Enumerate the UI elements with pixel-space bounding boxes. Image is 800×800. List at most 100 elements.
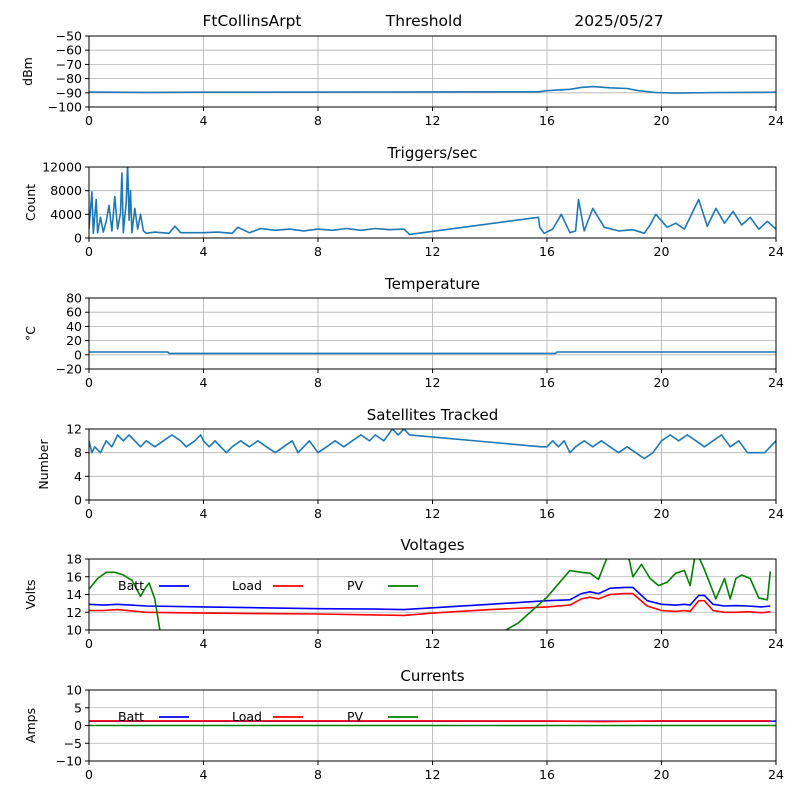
chart-triggers: 0 4 8 12 16 20 24 0 4000 8000 12000 Triggers/sec Cou… [23,144,784,259]
x-tick-label: 4 [200,244,208,259]
x-tick-label: 0 [85,636,93,651]
y-tick-label: 80 [66,291,82,306]
series-line-load [89,592,771,617]
chart-title: Satellites Tracked [367,406,498,424]
y-axis-label: dBm [20,57,35,86]
chart-satellites: 0 4 8 12 16 20 24 0 4 8 12 Satellites Tracked Number [36,406,784,521]
y-axis-label: Count [23,184,38,221]
x-tick-label: 12 [425,244,441,259]
x-tick-label: 24 [768,767,784,782]
x-tick-label: 20 [654,375,670,390]
y-tick-label: 8 [74,445,82,460]
x-tick-label: 0 [85,375,93,390]
x-tick-label: 24 [768,244,784,259]
x-tick-label: 4 [200,767,208,782]
y-tick-label: 40 [66,319,82,334]
y-tick-label: −80 [56,71,82,86]
legend-label-load: Load [232,709,262,724]
y-axis-label: Number [36,439,51,490]
series-line-load [89,720,771,723]
legend-label-load: Load [232,578,262,593]
x-tick-label: 12 [425,767,441,782]
y-tick-label: 0 [74,347,82,362]
mode-label: Threshold [385,12,462,30]
x-tick-label: 4 [200,636,208,651]
x-tick-label: 20 [654,506,670,521]
x-tick-label: 8 [314,113,322,128]
y-tick-label: 10 [66,683,82,698]
series-line-batt [89,586,771,611]
x-tick-label: 12 [425,375,441,390]
chart-title: Voltages [400,536,464,554]
x-tick-label: 8 [314,767,322,782]
x-tick-label: 12 [425,113,441,128]
chart-currents: 0 4 8 12 16 20 24 −10 −5 0 5 10 Currents Amps Batt Load… [23,667,784,782]
y-tick-label: 0 [74,493,82,508]
series-line-0 [89,351,776,355]
x-tick-label: 8 [314,636,322,651]
series-line-0 [89,85,776,94]
y-tick-label: 0 [74,231,82,246]
x-tick-label: 8 [314,244,322,259]
x-tick-label: 20 [654,244,670,259]
series-line-pv [89,559,772,630]
chart-signal: 0 4 8 12 16 20 24 −100−90−80−70−60−50 dBm [20,29,784,129]
y-tick-label: 20 [66,333,82,348]
x-tick-label: 12 [425,636,441,651]
x-tick-label: 4 [200,506,208,521]
y-tick-label: 16 [66,569,82,584]
y-tick-label: 0 [74,718,82,733]
y-tick-label: 18 [66,552,82,567]
x-tick-label: 8 [314,506,322,521]
y-tick-label: 10 [66,623,82,638]
y-tick-label: −5 [64,736,82,751]
y-tick-label: −50 [56,29,82,44]
y-tick-label: 5 [74,700,82,715]
y-axis-label: Volts [23,579,38,609]
y-tick-label: −70 [56,57,82,72]
x-tick-label: 24 [768,375,784,390]
x-tick-label: 24 [768,113,784,128]
x-tick-label: 20 [654,113,670,128]
chart-voltages: 0 4 8 12 16 20 24 10 12 14 16 18 Voltages Volts Batt Lo… [23,536,784,651]
x-tick-label: 16 [539,113,555,128]
x-tick-label: 16 [539,506,555,521]
y-tick-label: 14 [66,587,82,602]
y-tick-label: 60 [66,305,82,320]
chart-title: Triggers/sec [387,144,478,162]
y-tick-label: 4000 [50,207,82,222]
x-tick-label: 16 [539,244,555,259]
x-tick-label: 20 [654,767,670,782]
y-tick-label: −100 [48,100,82,115]
x-tick-label: 0 [85,244,93,259]
x-tick-label: 0 [85,506,93,521]
x-tick-label: 16 [539,767,555,782]
y-tick-label: 8000 [50,183,82,198]
x-tick-label: 20 [654,636,670,651]
y-tick-label: −90 [56,85,82,100]
station-name: FtCollinsArpt [202,12,301,30]
x-tick-label: 8 [314,375,322,390]
y-axis-label: °C [23,326,38,341]
y-tick-label: −60 [56,43,82,58]
chart-title: Temperature [384,275,480,293]
y-tick-label: −20 [56,362,82,377]
legend-label-batt: Batt [118,578,144,593]
x-tick-label: 24 [768,506,784,521]
y-tick-label: 12000 [42,160,82,175]
chart-title: Currents [400,667,464,685]
date-label: 2025/05/27 [574,12,663,30]
legend-label-pv: PV [347,709,364,724]
legend-label-batt: Batt [118,709,144,724]
x-tick-label: 4 [200,375,208,390]
x-tick-label: 16 [539,375,555,390]
legend-label-pv: PV [347,578,364,593]
x-tick-label: 0 [85,113,93,128]
x-tick-label: 12 [425,506,441,521]
x-tick-label: 4 [200,113,208,128]
x-tick-label: 24 [768,636,784,651]
